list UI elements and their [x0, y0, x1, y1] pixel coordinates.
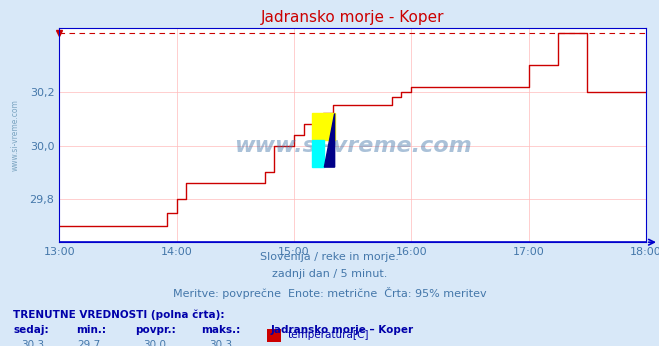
Text: Slovenija / reke in morje.: Slovenija / reke in morje. — [260, 252, 399, 262]
Bar — [312, 113, 335, 140]
Polygon shape — [324, 113, 335, 167]
Text: 30,3: 30,3 — [21, 340, 45, 346]
Text: Jadransko morje – Koper: Jadransko morje – Koper — [270, 325, 413, 335]
Text: www.si-vreme.com: www.si-vreme.com — [11, 99, 20, 171]
Text: zadnji dan / 5 minut.: zadnji dan / 5 minut. — [272, 270, 387, 280]
Text: Meritve: povprečne  Enote: metrične  Črta: 95% meritev: Meritve: povprečne Enote: metrične Črta:… — [173, 287, 486, 299]
Text: temperatura[C]: temperatura[C] — [288, 330, 370, 340]
Text: min.:: min.: — [76, 325, 106, 335]
Text: www.si-vreme.com: www.si-vreme.com — [234, 136, 471, 156]
Text: 30,3: 30,3 — [209, 340, 233, 346]
Text: maks.:: maks.: — [201, 325, 241, 335]
Text: sedaj:: sedaj: — [13, 325, 49, 335]
Text: 29,7: 29,7 — [77, 340, 101, 346]
Text: TRENUTNE VREDNOSTI (polna črta):: TRENUTNE VREDNOSTI (polna črta): — [13, 309, 225, 320]
Text: povpr.:: povpr.: — [135, 325, 176, 335]
Title: Jadransko morje - Koper: Jadransko morje - Koper — [261, 10, 444, 25]
Bar — [267, 329, 281, 342]
Text: 30,0: 30,0 — [144, 340, 166, 346]
Bar — [312, 140, 324, 167]
